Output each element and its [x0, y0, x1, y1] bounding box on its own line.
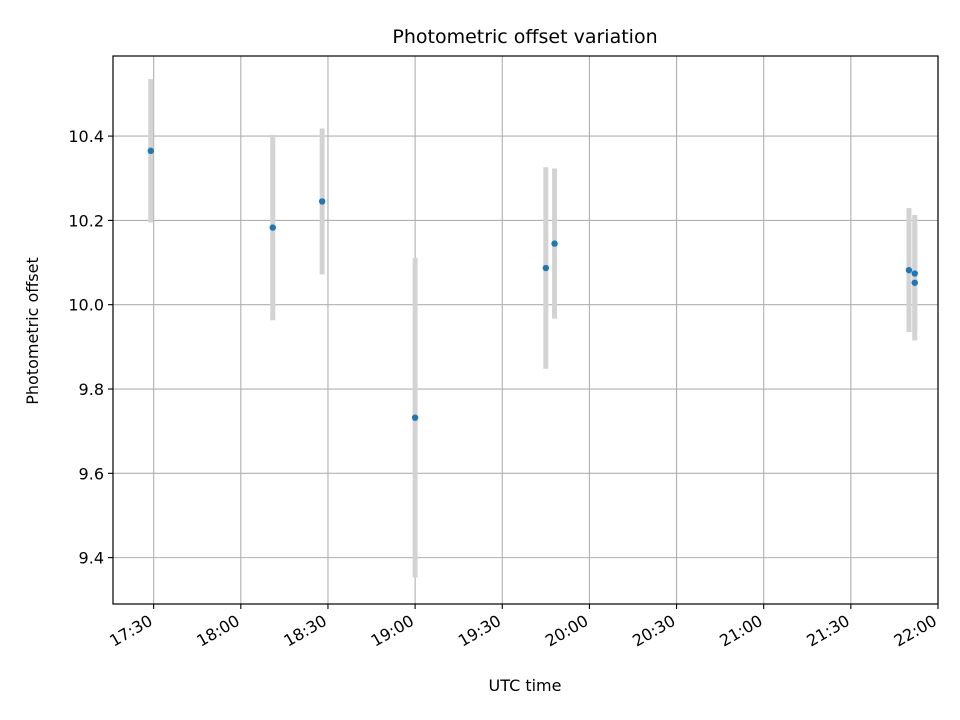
data-points	[147, 147, 918, 421]
y-tick-label: 9.4	[79, 549, 104, 568]
data-point	[911, 270, 918, 277]
x-axis-title: UTC time	[489, 676, 562, 695]
y-tick-label: 10.0	[68, 296, 104, 315]
y-tick-label: 9.8	[79, 380, 104, 399]
data-point	[411, 414, 419, 421]
y-axis-title: Photometric offset	[23, 257, 42, 405]
data-point	[269, 224, 276, 231]
chart-title: Photometric offset variation	[392, 26, 657, 48]
data-point	[318, 198, 326, 205]
data-point	[147, 147, 154, 155]
data-point	[551, 240, 558, 247]
plot-frame	[112, 55, 939, 605]
y-tick-label: 10.2	[68, 211, 104, 230]
data-point	[542, 264, 550, 272]
y-tick-label: 10.4	[68, 127, 104, 146]
y-tick-label: 9.6	[79, 464, 104, 483]
data-point	[905, 266, 913, 274]
data-point	[911, 279, 918, 286]
